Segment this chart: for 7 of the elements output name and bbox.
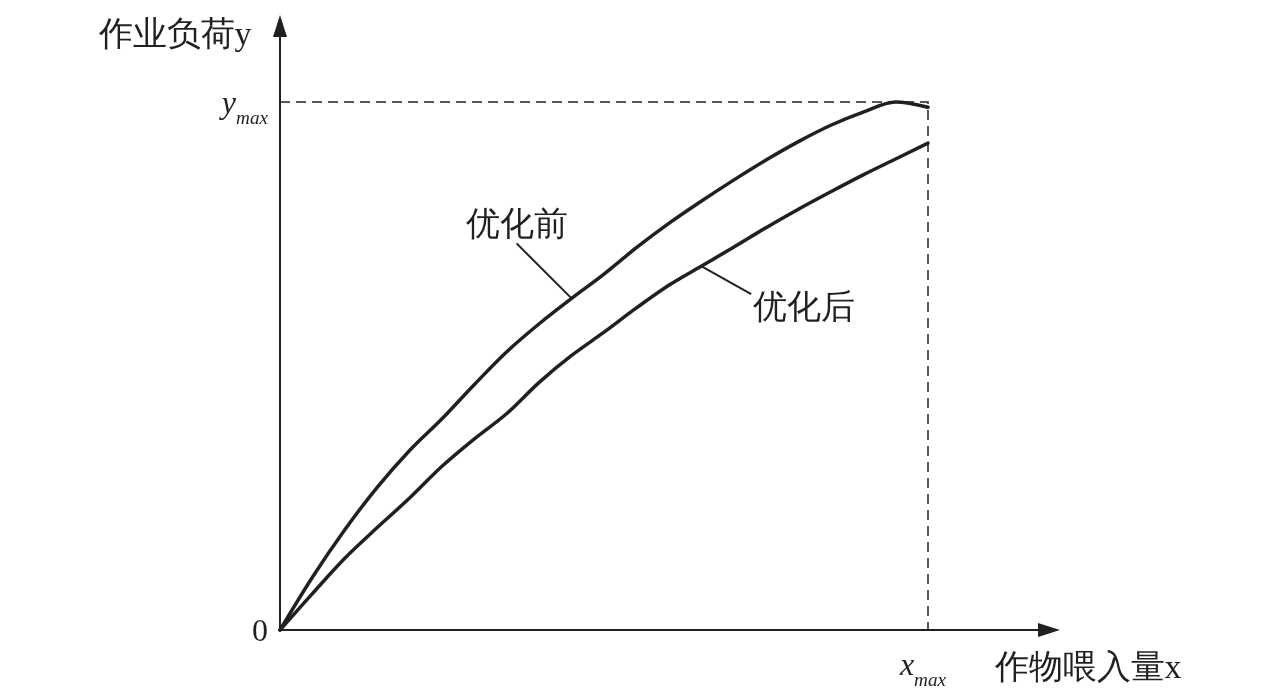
series-label: 优化前 <box>465 205 568 243</box>
text: 0 <box>252 612 268 648</box>
text: x$_{max}$ <box>898 646 947 690</box>
y-axis-title: 作业负荷y <box>97 15 252 52</box>
legend-label: 优化后 <box>753 288 856 326</box>
ref-line-label: y$_{max}$ <box>218 84 269 128</box>
x-axis-title: 作物喂入量x <box>993 648 1182 685</box>
